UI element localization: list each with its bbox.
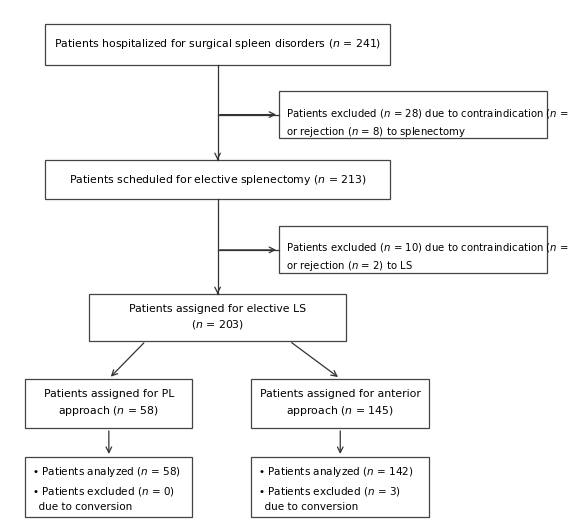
FancyBboxPatch shape [45, 23, 390, 65]
FancyBboxPatch shape [45, 160, 390, 199]
FancyBboxPatch shape [89, 294, 346, 341]
Text: Patients hospitalized for surgical spleen disorders ($n$ = 241): Patients hospitalized for surgical splee… [54, 37, 381, 52]
FancyBboxPatch shape [251, 457, 430, 517]
FancyBboxPatch shape [25, 379, 192, 428]
FancyBboxPatch shape [279, 227, 547, 273]
Text: Patients scheduled for elective splenectomy ($n$ = 213): Patients scheduled for elective splenect… [69, 173, 366, 186]
Text: Patients excluded ($n$ = 10) due to contraindication ($n$ = 8) for
or rejection : Patients excluded ($n$ = 10) due to cont… [286, 241, 569, 272]
Text: Patients assigned for elective LS
($n$ = 203): Patients assigned for elective LS ($n$ =… [129, 304, 306, 331]
Text: • Patients analyzed ($n$ = 142)
• Patients excluded ($n$ = 3)
  due to conversio: • Patients analyzed ($n$ = 142) • Patien… [258, 465, 413, 512]
FancyBboxPatch shape [251, 379, 430, 428]
Text: Patients excluded ($n$ = 28) due to contraindication ($n$ = 20) for
or rejection: Patients excluded ($n$ = 28) due to cont… [286, 107, 569, 139]
FancyBboxPatch shape [25, 457, 192, 517]
FancyBboxPatch shape [279, 91, 547, 138]
Text: • Patients analyzed ($n$ = 58)
• Patients excluded ($n$ = 0)
  due to conversion: • Patients analyzed ($n$ = 58) • Patient… [32, 465, 181, 512]
Text: Patients assigned for anterior
approach ($n$ = 145): Patients assigned for anterior approach … [260, 389, 420, 418]
Text: Patients assigned for PL
approach ($n$ = 58): Patients assigned for PL approach ($n$ =… [44, 389, 174, 418]
